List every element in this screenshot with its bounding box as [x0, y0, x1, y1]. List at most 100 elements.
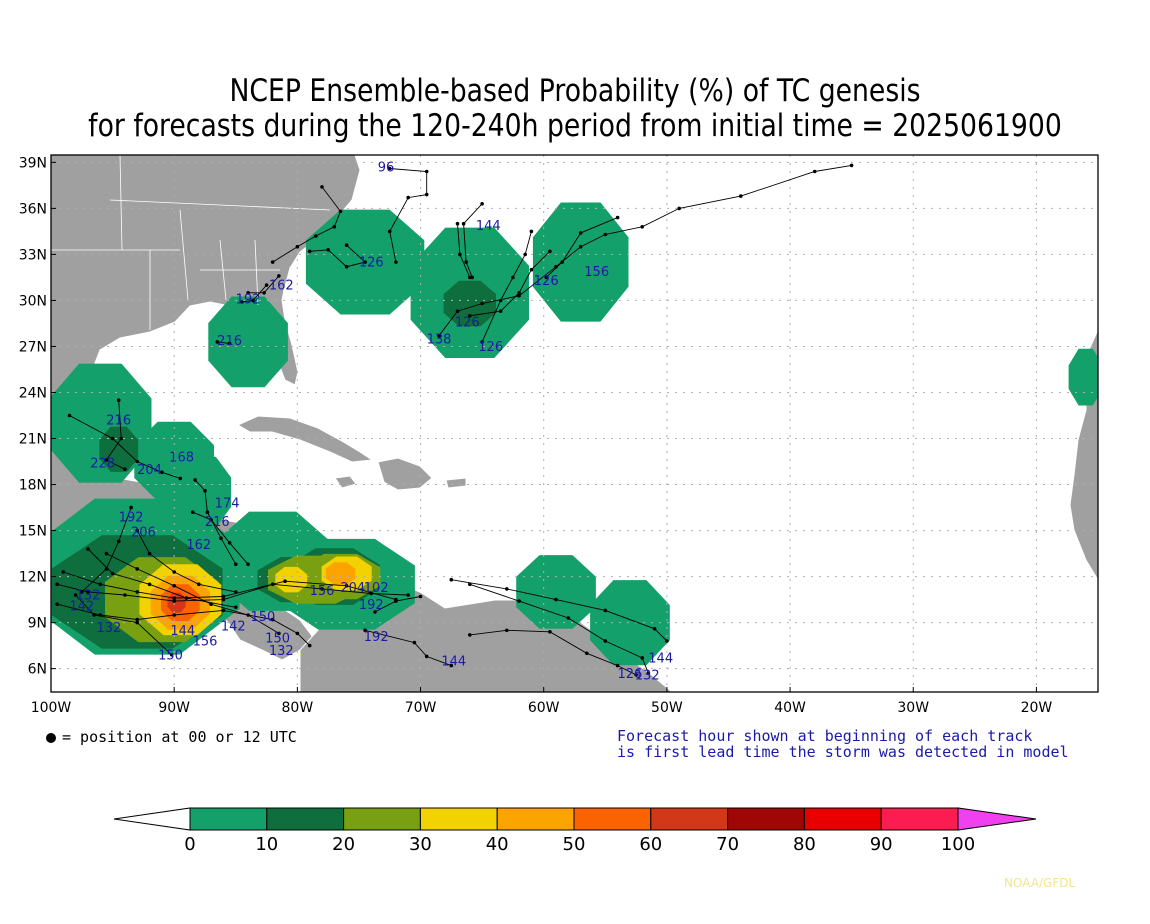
- storm-track-21: [57, 603, 311, 646]
- track-hour-label: 156: [584, 265, 609, 280]
- storm-track-4: [438, 164, 852, 336]
- probability-area-2: [208, 296, 288, 388]
- lat-tick-label: 27N: [19, 339, 47, 355]
- track-position-dot: [246, 613, 250, 617]
- track-position-dot: [665, 639, 669, 643]
- track-position-dot: [548, 249, 552, 254]
- track-position-dot: [578, 244, 583, 249]
- track-position-dot: [221, 594, 226, 599]
- track-position-dot: [104, 551, 109, 556]
- puerto-rico-land: [445, 477, 467, 489]
- track-hour-label: 204: [340, 581, 365, 596]
- track-position-dot: [424, 654, 429, 659]
- track-hour-label: 126: [534, 274, 559, 289]
- track-position-dot: [80, 590, 84, 594]
- probability-area-14: [443, 280, 496, 327]
- track-position-dot: [61, 570, 66, 574]
- track-position-dot: [234, 590, 238, 594]
- track-position-dot: [172, 599, 176, 603]
- track-position-dot: [387, 229, 392, 234]
- track-position-dot: [295, 244, 300, 249]
- track-position-dot: [640, 225, 644, 229]
- track-hour-label: 168: [169, 451, 194, 466]
- track-hour-label: 126: [478, 340, 503, 355]
- lon-tick-label: 90W: [158, 700, 190, 716]
- us-state-borders: [51, 155, 331, 330]
- track-position-dot: [560, 260, 564, 264]
- track-position-dot: [98, 613, 103, 617]
- track-position-dot: [110, 571, 115, 576]
- storm-track-20: [63, 571, 397, 601]
- track-position-dot: [160, 470, 164, 475]
- track-position-dot: [480, 340, 484, 344]
- track-position-dot: [169, 653, 174, 657]
- track-position-dot: [387, 166, 392, 171]
- track-position-dot: [424, 192, 429, 197]
- track-position-dot: [172, 570, 176, 574]
- track-hour-label: 216: [217, 334, 242, 349]
- lat-tick-label: 12N: [19, 570, 47, 586]
- track-hour-label: 204: [137, 463, 162, 478]
- lon-tick-label: 60W: [528, 700, 560, 716]
- track-position-dot: [652, 627, 657, 631]
- lon-tick-label: 80W: [282, 700, 314, 716]
- track-position-dot: [449, 577, 454, 582]
- track-position-dot: [505, 587, 509, 591]
- storm-track-26: [469, 583, 649, 674]
- track-position-dot: [227, 341, 232, 346]
- storm-track-16: [192, 511, 249, 565]
- track-hour-label: 132: [76, 589, 101, 604]
- track-position-dot: [215, 340, 220, 344]
- colorbar-segment: [419, 807, 498, 831]
- track-position-dot: [363, 628, 367, 633]
- colorbar-segment: [573, 807, 652, 831]
- lat-tick-label: 24N: [19, 385, 47, 401]
- lat-lon-grid: [51, 155, 1098, 692]
- track-position-dot: [363, 260, 367, 264]
- track-hour-label: 192: [359, 598, 384, 613]
- track-position-dot: [270, 617, 275, 622]
- track-position-dot: [464, 260, 468, 264]
- storm-track-5: [545, 217, 618, 278]
- track-hour-label: 150: [250, 610, 275, 625]
- track-position-dot: [326, 248, 330, 252]
- track-position-dot: [394, 260, 398, 264]
- track-position-dot: [505, 628, 509, 633]
- track-position-dot: [498, 298, 503, 303]
- track-hour-label: 138: [427, 332, 452, 347]
- track-hour-label: 142: [69, 599, 94, 614]
- probability-area-13: [1068, 348, 1098, 406]
- track-hour-label: 132: [269, 644, 294, 659]
- track-position-dot: [104, 567, 109, 571]
- lat-tick-label: 6N: [28, 662, 47, 678]
- track-position-dot: [129, 505, 133, 510]
- legend-note-text: = position at 00 or 12 UTC: [62, 728, 297, 746]
- credit-text: NOAA/GFDL: [1004, 876, 1076, 890]
- track-hour-label: 150: [265, 632, 290, 647]
- track-position-dot: [544, 275, 548, 280]
- track-position-dot: [449, 663, 454, 668]
- track-position-dot: [246, 291, 250, 295]
- track-position-dot: [307, 249, 312, 254]
- track-hour-label: 102: [364, 581, 389, 596]
- track-position-dot: [221, 597, 226, 602]
- track-position-dot: [554, 597, 558, 602]
- track-position-dot: [468, 314, 472, 318]
- track-position-dot: [55, 602, 59, 606]
- track-position-dot: [251, 298, 255, 303]
- colorbar-tick-label: 60: [639, 834, 662, 855]
- cuba-land: [236, 415, 374, 463]
- track-position-dot: [205, 510, 210, 514]
- colorbar-tick-label: 70: [716, 834, 739, 855]
- track-hour-label: 216: [106, 414, 131, 429]
- track-position-dot: [344, 584, 349, 588]
- track-hour-label: 192: [236, 293, 261, 308]
- track-hour-label: 156: [310, 584, 335, 599]
- track-position-dot: [373, 610, 377, 614]
- track-position-dot: [219, 536, 223, 540]
- track-hour-label: 144: [170, 624, 195, 639]
- track-position-dot: [640, 656, 644, 660]
- track-position-dot: [55, 582, 59, 587]
- track-hour-label: 144: [476, 219, 501, 234]
- probability-area-11: [516, 555, 596, 629]
